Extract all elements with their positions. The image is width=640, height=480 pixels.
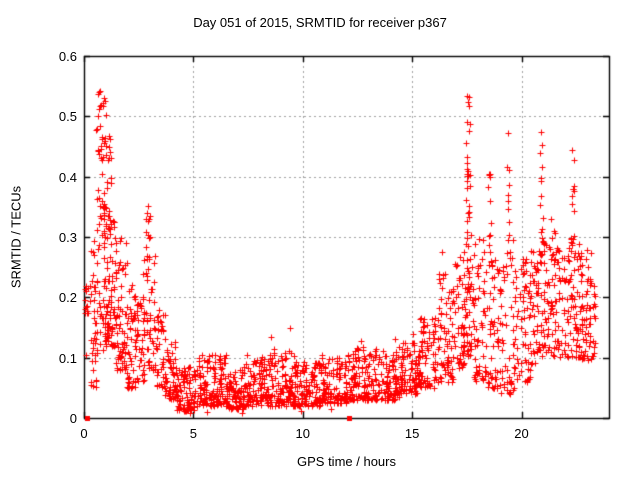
x-tick-label: 5 bbox=[189, 426, 197, 441]
y-tick-label: 0 bbox=[69, 411, 77, 426]
y-tick-label: 0.4 bbox=[58, 169, 77, 185]
y-tick-label: 0.3 bbox=[58, 230, 77, 245]
x-tick-label: 15 bbox=[404, 426, 420, 441]
x-axis-label: GPS time / hours bbox=[297, 454, 396, 469]
y-tick-label: 0.6 bbox=[58, 49, 77, 64]
chart-title: Day 051 of 2015, SRMTID for receiver p36… bbox=[193, 15, 447, 30]
x-tick-label: 0 bbox=[80, 426, 88, 441]
y-tick-label: 0.2 bbox=[58, 290, 77, 306]
x-tick-label: 10 bbox=[295, 426, 310, 441]
y-tick-label: 0.5 bbox=[58, 109, 77, 125]
x-tick-label: 20 bbox=[514, 426, 529, 441]
y-tick-label: 0.1 bbox=[58, 350, 77, 366]
